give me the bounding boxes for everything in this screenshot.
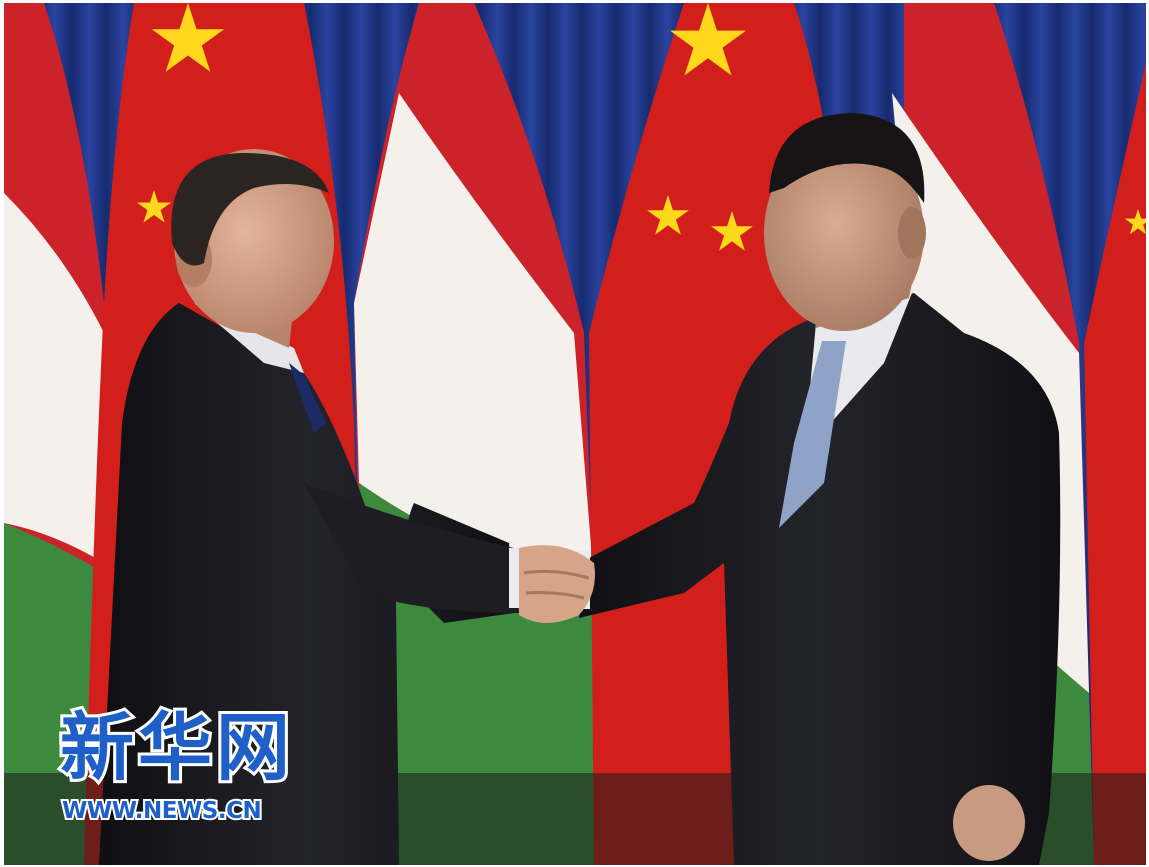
xinhua-watermark: 新华网 WWW.NEWS.CN [57,703,315,846]
watermark-url-text: WWW.NEWS.CN [60,796,264,826]
hungary-flag-left [4,3,104,865]
photo-scene [4,3,1146,865]
press-photo: 新华网 WWW.NEWS.CN [4,3,1146,865]
china-flag-3 [1084,63,1146,865]
right-man [576,113,1061,865]
left-man [99,149,523,865]
watermark-brand-text: 新华网 [57,703,294,793]
handshake [519,545,595,623]
